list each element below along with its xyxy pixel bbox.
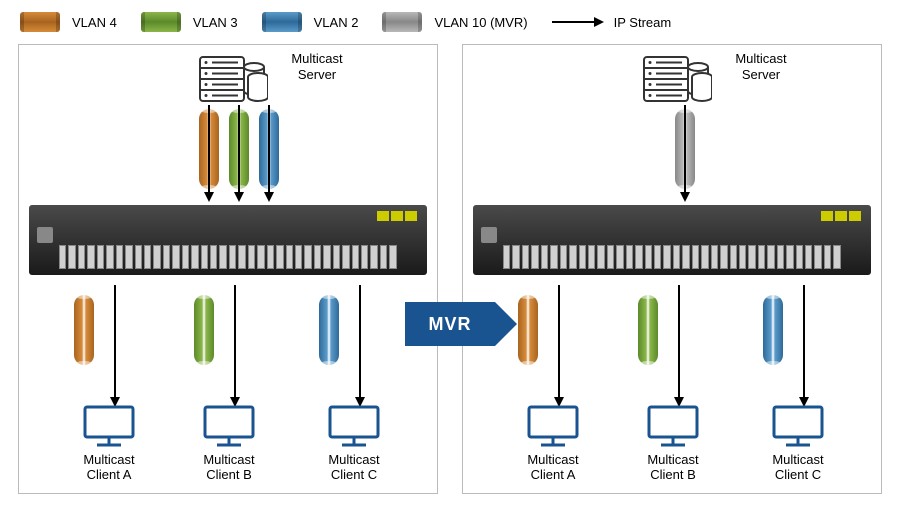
client-label: Multicast Client C bbox=[753, 452, 843, 483]
legend-pipe-vlan4 bbox=[20, 12, 60, 32]
monitor-icon bbox=[202, 404, 256, 448]
client-0: Multicast Client A bbox=[64, 404, 154, 483]
stream-arrow-icon bbox=[114, 285, 116, 405]
server-group bbox=[198, 55, 268, 103]
pipe-vlan2 bbox=[319, 295, 339, 365]
stream-arrow-icon bbox=[359, 285, 361, 405]
monitor-icon bbox=[526, 404, 580, 448]
client-label: Multicast Client A bbox=[508, 452, 598, 483]
client-label: Multicast Client C bbox=[309, 452, 399, 483]
pipe-vlan3 bbox=[194, 295, 214, 365]
network-switch bbox=[29, 205, 427, 275]
pipe-vlan3 bbox=[638, 295, 658, 365]
legend-pipe-vlan2 bbox=[262, 12, 302, 32]
client-2: Multicast Client C bbox=[753, 404, 843, 483]
client-1: Multicast Client B bbox=[184, 404, 274, 483]
network-switch bbox=[473, 205, 871, 275]
stream-arrow-icon bbox=[803, 285, 805, 405]
client-1: Multicast Client B bbox=[628, 404, 718, 483]
legend-label-vlan2: VLAN 2 bbox=[314, 15, 359, 30]
server-icon bbox=[198, 55, 268, 103]
client-label: Multicast Client A bbox=[64, 452, 154, 483]
stream-arrow-icon bbox=[678, 285, 680, 405]
pipe-vlan2 bbox=[763, 295, 783, 365]
stream-arrow-icon bbox=[558, 285, 560, 405]
server-group bbox=[642, 55, 712, 103]
client-0: Multicast Client A bbox=[508, 404, 598, 483]
legend-pipe-vlan3 bbox=[141, 12, 181, 32]
stream-arrow-icon bbox=[684, 105, 686, 200]
server-label: Multicast Server bbox=[277, 51, 357, 82]
stream-arrow-icon bbox=[234, 285, 236, 405]
server-icon bbox=[642, 55, 712, 103]
legend-arrow-icon bbox=[552, 21, 602, 23]
client-label: Multicast Client B bbox=[184, 452, 274, 483]
legend-pipe-vlan10 bbox=[382, 12, 422, 32]
stream-arrow-icon bbox=[268, 105, 270, 200]
client-2: Multicast Client C bbox=[309, 404, 399, 483]
panels-container: Multicast Server Multicast Client A Mult… bbox=[0, 44, 900, 512]
panel-after: Multicast Server Multicast Client A Mult… bbox=[462, 44, 882, 494]
legend-label-stream: IP Stream bbox=[614, 15, 672, 30]
legend: VLAN 4 VLAN 3 VLAN 2 VLAN 10 (MVR) IP St… bbox=[0, 0, 900, 44]
stream-arrow-icon bbox=[238, 105, 240, 200]
legend-label-vlan10: VLAN 10 (MVR) bbox=[434, 15, 527, 30]
monitor-icon bbox=[327, 404, 381, 448]
server-label: Multicast Server bbox=[721, 51, 801, 82]
stream-arrow-icon bbox=[208, 105, 210, 200]
monitor-icon bbox=[771, 404, 825, 448]
legend-label-vlan4: VLAN 4 bbox=[72, 15, 117, 30]
monitor-icon bbox=[82, 404, 136, 448]
pipe-vlan4 bbox=[74, 295, 94, 365]
legend-label-vlan3: VLAN 3 bbox=[193, 15, 238, 30]
panel-before: Multicast Server Multicast Client A Mult… bbox=[18, 44, 438, 494]
mvr-badge: MVR bbox=[405, 302, 495, 346]
monitor-icon bbox=[646, 404, 700, 448]
client-label: Multicast Client B bbox=[628, 452, 718, 483]
pipe-vlan4 bbox=[518, 295, 538, 365]
